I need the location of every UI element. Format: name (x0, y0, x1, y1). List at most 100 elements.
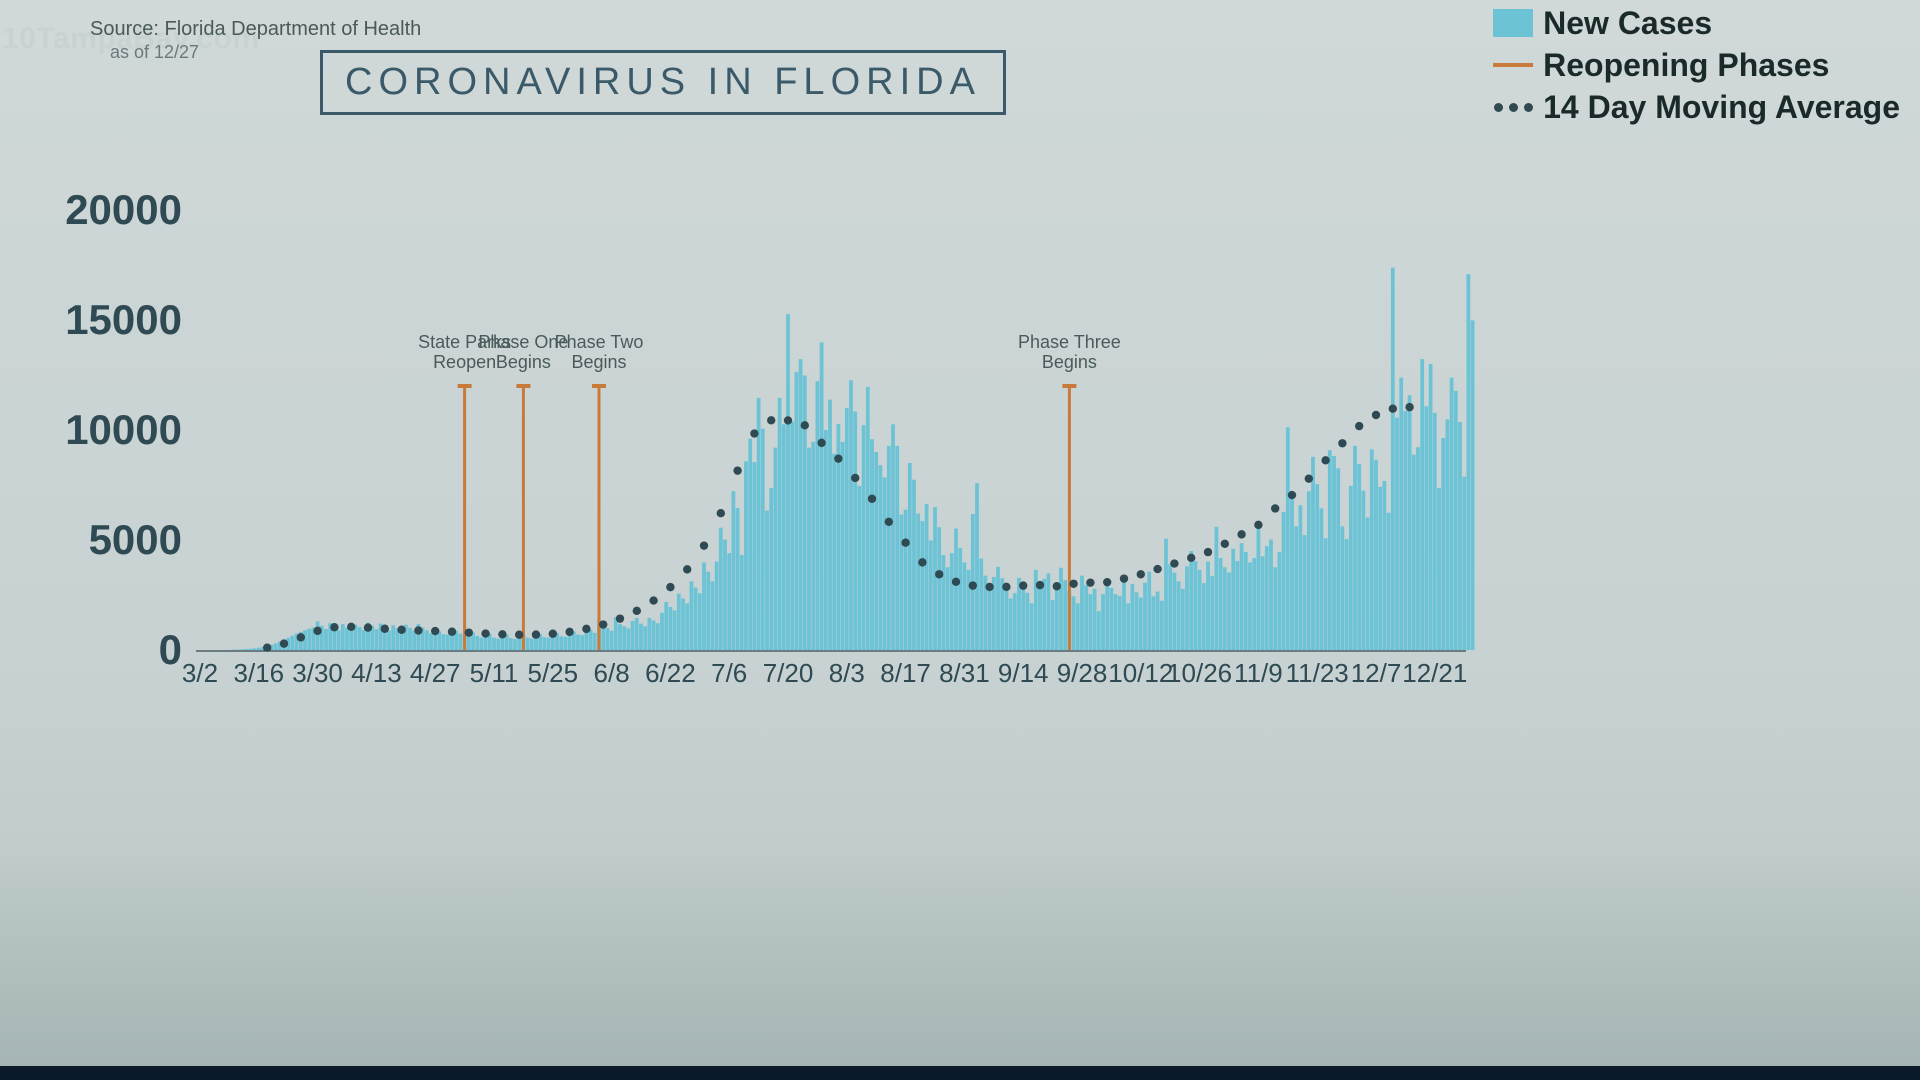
bar-new-cases (807, 448, 811, 650)
bar-new-cases (509, 638, 513, 650)
bar-new-cases (685, 603, 689, 650)
moving-avg-dot (1389, 405, 1397, 413)
legend-label: 14 Day Moving Average (1543, 89, 1900, 126)
bar-new-cases (622, 626, 626, 650)
bar-new-cases (362, 630, 366, 650)
bar-new-cases (1164, 539, 1168, 650)
bar-new-cases (1118, 596, 1122, 650)
bar-new-cases (988, 590, 992, 650)
bar-new-cases (1248, 562, 1252, 650)
bar-new-cases (1416, 447, 1420, 650)
moving-avg-dot (397, 626, 405, 634)
bar-new-cases (1315, 484, 1319, 650)
bar-new-cases (832, 454, 836, 650)
bar-new-cases (1450, 378, 1454, 650)
bar-new-cases (996, 567, 1000, 650)
bar-new-cases (715, 562, 719, 650)
moving-avg-dot (1204, 548, 1212, 556)
bar-new-cases (1198, 570, 1202, 650)
bar-new-cases (1076, 603, 1080, 650)
bar-new-cases (673, 610, 677, 650)
bar-new-cases (883, 478, 887, 650)
bar-new-cases (1391, 268, 1395, 650)
bar-new-cases (240, 649, 244, 650)
bar-new-cases (795, 372, 799, 650)
moving-avg-dot (1019, 581, 1027, 589)
bar-new-cases (1047, 573, 1051, 650)
bar-new-cases (1059, 568, 1063, 650)
x-tick-label: 5/25 (527, 658, 578, 688)
moving-avg-dot (330, 623, 338, 631)
bar-new-cases (811, 442, 815, 650)
bar-new-cases (1362, 491, 1366, 650)
moving-avg-dot (885, 518, 893, 526)
bar-new-cases (391, 625, 395, 650)
bar-new-cases (244, 649, 248, 650)
bar-new-cases (627, 628, 631, 650)
bar-new-cases (324, 629, 328, 650)
bar-new-cases (526, 638, 530, 650)
moving-avg-dot (465, 628, 473, 636)
moving-avg-dot (817, 439, 825, 447)
bar-new-cases (669, 607, 673, 650)
moving-avg-dot (582, 625, 590, 633)
x-tick-label: 12/7 (1351, 658, 1402, 688)
bar-new-cases (257, 648, 261, 650)
moving-avg-dot (381, 625, 389, 633)
bar-new-cases (824, 430, 828, 650)
bar-new-cases (589, 630, 593, 650)
moving-avg-dot (532, 630, 540, 638)
bar-new-cases (1135, 592, 1139, 650)
x-tick-label: 10/26 (1167, 658, 1232, 688)
x-tick-label: 8/17 (880, 658, 931, 688)
bottom-gradient (0, 846, 1920, 1066)
bar-new-cases (681, 599, 685, 650)
bar-new-cases (1156, 591, 1160, 650)
bar-new-cases (1055, 588, 1059, 650)
x-tick-label: 6/22 (645, 658, 696, 688)
bar-new-cases (879, 465, 883, 650)
moving-avg-dot (767, 416, 775, 424)
moving-avg-dot (1053, 582, 1061, 590)
bar-new-cases (1139, 598, 1143, 650)
bar-new-cases (1152, 596, 1156, 650)
moving-avg-dot (1221, 540, 1229, 548)
bar-new-cases (1341, 526, 1345, 650)
bar-new-cases (643, 626, 647, 650)
bar-new-cases (1446, 419, 1450, 650)
bar-new-cases (925, 504, 929, 650)
moving-avg-dot (364, 623, 372, 631)
moving-avg-dot (1069, 580, 1077, 588)
bar-new-cases (900, 514, 904, 650)
bar-new-cases (1097, 611, 1101, 650)
bar-new-cases (543, 637, 547, 650)
legend-item-moving-avg: 14 Day Moving Average (1491, 86, 1900, 128)
bar-new-cases (601, 626, 605, 650)
moving-avg-dot (280, 639, 288, 647)
phase-marker-label: Phase Two (555, 332, 644, 352)
bar-new-cases (1349, 486, 1353, 650)
bar-new-cases (1101, 594, 1105, 650)
y-tick-label: 0 (159, 626, 182, 673)
moving-avg-dot (1355, 422, 1363, 430)
bar-new-cases (786, 314, 790, 650)
bar-new-cases (1005, 589, 1009, 650)
bar-new-cases (1126, 603, 1130, 650)
moving-avg-dot (1036, 581, 1044, 589)
moving-avg-dot (1120, 574, 1128, 582)
moving-avg-dot (935, 570, 943, 578)
bar-new-cases (1227, 573, 1231, 650)
bar-new-cases (1114, 594, 1118, 650)
moving-avg-dot (1170, 559, 1178, 567)
moving-avg-dot (952, 578, 960, 586)
bar-new-cases (723, 540, 727, 650)
bar-new-cases (656, 623, 660, 650)
x-tick-label: 11/9 (1234, 658, 1283, 688)
moving-avg-dot (1321, 456, 1329, 464)
x-tick-label: 8/3 (829, 658, 865, 688)
bar-new-cases (375, 629, 379, 650)
bar-new-cases (1177, 581, 1181, 650)
bar-new-cases (631, 621, 635, 650)
bar-new-cases (593, 633, 597, 650)
bar-new-cases (291, 636, 295, 650)
